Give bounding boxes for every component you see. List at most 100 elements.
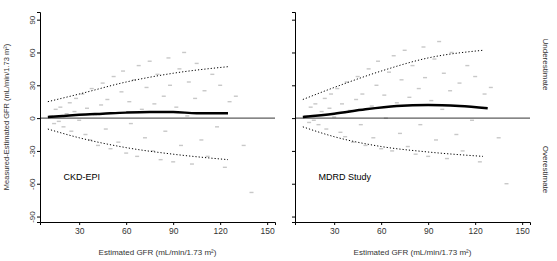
y-tick-mark xyxy=(292,151,295,152)
point xyxy=(398,133,402,134)
point xyxy=(323,98,327,99)
point xyxy=(307,122,311,123)
y-tick-label: 90 xyxy=(28,15,37,24)
x-tick: 90 xyxy=(169,222,179,236)
point xyxy=(74,98,78,99)
limit-line xyxy=(48,67,228,102)
point xyxy=(417,88,421,89)
point xyxy=(206,156,210,157)
point xyxy=(137,65,141,66)
point xyxy=(179,145,183,146)
point xyxy=(403,50,407,51)
x-tick-mark xyxy=(267,222,268,225)
point xyxy=(356,76,360,77)
point xyxy=(478,161,482,162)
x-tick-mark xyxy=(381,222,382,225)
limit-line xyxy=(303,50,483,99)
y-tick: 0 xyxy=(28,116,40,121)
point xyxy=(426,156,430,157)
x-tick: 120 xyxy=(469,222,483,236)
point xyxy=(376,61,380,62)
point xyxy=(382,94,386,95)
reference-line xyxy=(295,118,530,119)
point xyxy=(58,106,62,107)
point xyxy=(148,61,152,62)
point xyxy=(109,148,113,149)
y-tick xyxy=(292,52,295,53)
point xyxy=(327,108,331,109)
point xyxy=(313,103,317,104)
x-tick: 150 xyxy=(516,222,530,236)
y-tick-mark xyxy=(292,85,295,86)
trend-line xyxy=(48,112,228,117)
point xyxy=(338,132,342,133)
y-tick-label: -30 xyxy=(28,145,37,157)
y-tick-mark xyxy=(292,217,295,218)
x-tick-label: 30 xyxy=(330,226,340,236)
annotation: Underestimate xyxy=(541,38,550,91)
point xyxy=(364,145,368,146)
point xyxy=(218,85,222,86)
scatter-series xyxy=(49,52,254,193)
point xyxy=(85,108,89,109)
x-tick-mark xyxy=(220,222,221,225)
point xyxy=(371,137,375,138)
figure: 306090120150-90-60-300306090CKD-EPIEstim… xyxy=(0,0,557,261)
x-tick-mark xyxy=(334,222,335,225)
y-tick-mark xyxy=(37,85,40,86)
y-tick-label: -60 xyxy=(28,178,37,190)
point xyxy=(442,73,446,74)
point xyxy=(392,55,396,56)
point xyxy=(407,97,411,98)
point xyxy=(68,102,72,103)
point xyxy=(163,131,167,132)
y-axis-line xyxy=(37,13,41,223)
x-tick-label: 150 xyxy=(516,226,530,236)
plot-area xyxy=(295,41,530,185)
point xyxy=(309,106,313,107)
point xyxy=(143,137,147,138)
point xyxy=(434,139,438,140)
x-axis-line xyxy=(296,223,531,226)
point xyxy=(390,150,394,151)
point xyxy=(52,123,56,124)
y-tick-label: 30 xyxy=(28,81,37,90)
point xyxy=(489,87,493,88)
y-tick-mark xyxy=(37,184,40,185)
point xyxy=(395,102,399,103)
y-tick: -90 xyxy=(28,211,40,223)
point xyxy=(250,192,254,193)
point xyxy=(162,96,166,97)
y-tick-label: 60 xyxy=(28,48,37,57)
point xyxy=(329,93,333,94)
point xyxy=(77,120,81,121)
point xyxy=(177,68,181,69)
point xyxy=(354,99,358,100)
x-tick-mark xyxy=(475,222,476,225)
x-axis-title: Estimated GFR (mL/min/1.73 m²) xyxy=(354,248,472,257)
point xyxy=(332,116,336,117)
point xyxy=(450,52,454,53)
x-axis-title: Estimated GFR (mL/min/1.73 m²) xyxy=(99,248,217,257)
x-tick-label: 150 xyxy=(261,226,275,236)
point xyxy=(112,76,116,77)
point xyxy=(483,93,487,94)
point xyxy=(411,65,415,66)
point xyxy=(429,100,433,101)
point xyxy=(72,111,76,112)
point xyxy=(335,88,339,89)
y-tick-mark xyxy=(292,184,295,185)
point xyxy=(360,93,364,94)
point xyxy=(367,68,371,69)
point xyxy=(203,90,207,91)
point xyxy=(228,101,232,102)
y-tick-mark xyxy=(292,118,295,119)
y-tick: -60 xyxy=(28,178,40,190)
point xyxy=(473,76,477,77)
point xyxy=(57,121,61,122)
point xyxy=(199,139,203,140)
point xyxy=(406,146,410,147)
x-tick: 120 xyxy=(214,222,228,236)
point xyxy=(223,167,227,168)
point xyxy=(421,46,425,47)
